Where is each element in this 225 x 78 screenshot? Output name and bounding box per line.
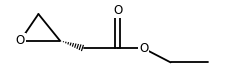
Text: O: O bbox=[16, 34, 25, 47]
Text: O: O bbox=[138, 42, 147, 55]
Text: O: O bbox=[112, 4, 122, 17]
